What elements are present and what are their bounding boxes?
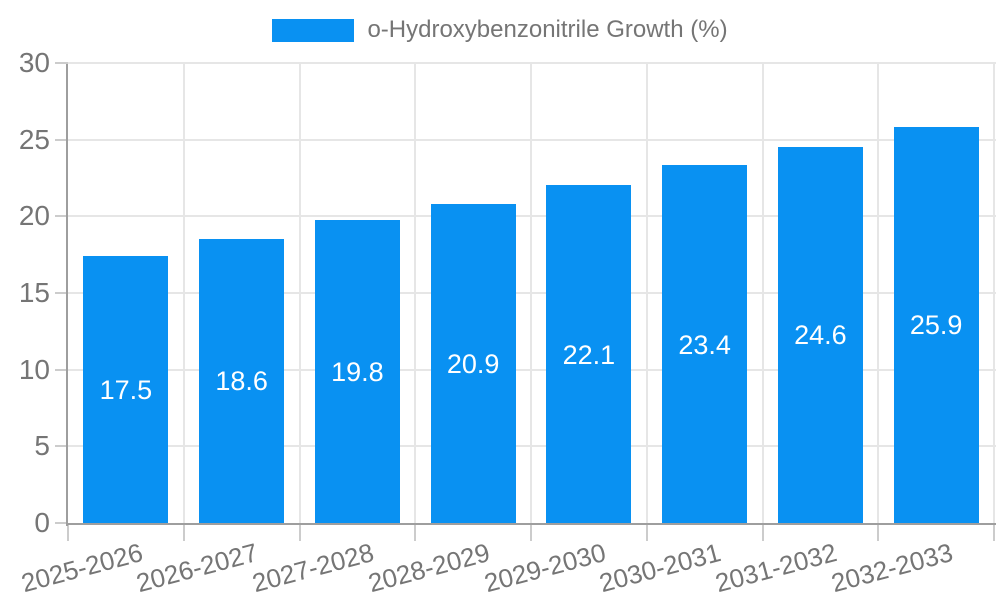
- bar-2026-2027: [199, 238, 285, 523]
- bar-value-label: 23.4: [678, 329, 731, 360]
- h-gridline: [68, 292, 996, 294]
- x-axis-tick-label: 2032-2033: [827, 537, 956, 599]
- v-gridline: [761, 64, 764, 524]
- h-gridline: [68, 368, 996, 371]
- bar-value-label: 19.8: [331, 357, 384, 388]
- x-axis-tick-label: 2025-2026: [17, 537, 146, 599]
- bar-2029-2030: [546, 185, 632, 523]
- v-gridline: [298, 64, 301, 524]
- bar-2030-2031: [662, 165, 748, 523]
- h-gridline: [68, 138, 996, 141]
- bar-value-label: 20.9: [446, 348, 500, 379]
- x-tick-mark: [530, 525, 532, 541]
- y-tick-mark: [55, 62, 68, 64]
- y-axis-tick-label: 15: [18, 277, 50, 308]
- x-tick-mark: [182, 525, 185, 541]
- x-tick-mark: [645, 525, 648, 541]
- bar-2025-2026: [83, 255, 169, 523]
- y-axis-tick-label: 25: [18, 123, 50, 155]
- bar-2027-2028: [314, 220, 400, 523]
- x-tick-mark: [877, 525, 880, 541]
- x-tick-mark: [761, 525, 764, 541]
- v-gridline: [993, 64, 995, 524]
- chart-legend: o-Hydroxybenzonitrile Growth (%): [0, 16, 1000, 44]
- y-tick-mark: [55, 292, 68, 294]
- y-tick-mark: [55, 138, 68, 141]
- x-axis-tick-label: 2030-2031: [596, 537, 725, 599]
- y-tick-mark: [55, 368, 68, 371]
- x-axis-tick-label: 2029-2030: [480, 537, 609, 599]
- bar-2031-2032: [777, 146, 863, 523]
- bar-value-label: 25.9: [909, 310, 963, 341]
- v-gridline: [530, 64, 532, 524]
- legend-label: o-Hydroxybenzonitrile Growth (%): [367, 16, 728, 43]
- y-tick-mark: [55, 445, 68, 448]
- y-axis-tick-label: 30: [18, 47, 50, 78]
- h-gridline: [68, 62, 996, 64]
- h-gridline: [68, 445, 996, 448]
- x-tick-mark: [414, 525, 417, 541]
- x-tick-mark: [298, 525, 301, 541]
- bar-2032-2033: [893, 126, 979, 523]
- bar-value-label: 24.6: [794, 320, 847, 351]
- x-axis-tick-label: 2031-2032: [712, 537, 840, 599]
- y-axis-tick-label: 20: [18, 200, 50, 232]
- x-tick-mark: [993, 525, 995, 541]
- y-tick-mark: [55, 522, 68, 524]
- v-gridline: [414, 64, 417, 524]
- y-axis-tick-label: 10: [18, 353, 50, 385]
- y-axis-tick-label: 0: [34, 507, 50, 538]
- legend-swatch: [272, 18, 355, 42]
- x-axis-tick-label: 2027-2028: [249, 537, 377, 599]
- x-axis-tick-label: 2026-2027: [133, 537, 262, 599]
- v-gridline: [182, 64, 185, 524]
- v-gridline: [877, 64, 880, 524]
- y-tick-mark: [55, 215, 68, 218]
- bar-value-label: 18.6: [215, 366, 268, 397]
- x-axis-line: [66, 523, 996, 525]
- bar-2028-2029: [430, 203, 516, 523]
- bar-value-label: 22.1: [562, 339, 616, 370]
- y-axis-line: [66, 64, 68, 526]
- bar-value-label: 17.5: [99, 374, 153, 405]
- x-tick-mark: [67, 525, 69, 541]
- x-axis-tick-label: 2028-2029: [364, 537, 493, 599]
- y-axis-tick-label: 5: [34, 430, 50, 462]
- v-gridline: [645, 64, 648, 524]
- h-gridline: [68, 215, 996, 218]
